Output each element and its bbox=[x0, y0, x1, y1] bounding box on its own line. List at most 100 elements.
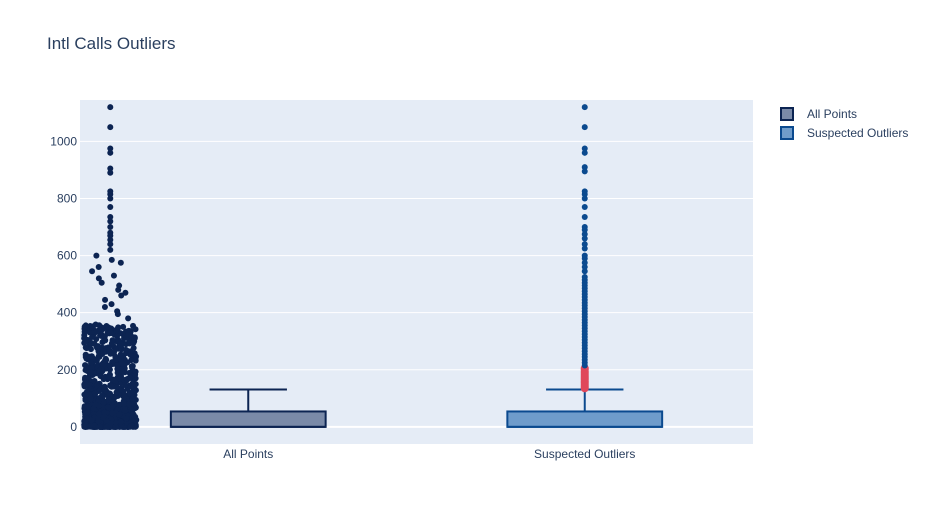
data-point bbox=[104, 404, 111, 411]
data-point bbox=[118, 292, 125, 299]
data-point bbox=[82, 344, 89, 351]
data-point bbox=[88, 417, 95, 424]
data-point bbox=[130, 322, 137, 329]
legend-label[interactable]: All Points bbox=[807, 107, 857, 121]
data-point bbox=[83, 354, 90, 361]
y-tick-label: 400 bbox=[57, 306, 77, 320]
data-point bbox=[93, 252, 100, 259]
outlier-point bbox=[581, 264, 588, 271]
data-point bbox=[102, 296, 109, 303]
legend-label[interactable]: Suspected Outliers bbox=[807, 126, 908, 140]
data-point bbox=[103, 417, 110, 424]
data-point bbox=[96, 423, 103, 430]
data-point bbox=[119, 360, 126, 367]
plot-area bbox=[80, 100, 753, 444]
data-point bbox=[107, 188, 114, 195]
outlier-point bbox=[581, 252, 588, 259]
data-point bbox=[118, 346, 125, 353]
outlier-point bbox=[581, 204, 588, 211]
data-point bbox=[107, 229, 114, 236]
data-point bbox=[125, 315, 132, 322]
data-point bbox=[116, 411, 123, 418]
data-point bbox=[87, 368, 94, 375]
data-point bbox=[89, 333, 96, 340]
data-point bbox=[101, 303, 108, 310]
outlier-point bbox=[581, 224, 588, 231]
data-point bbox=[125, 330, 132, 337]
data-point bbox=[101, 409, 108, 416]
box[interactable] bbox=[506, 410, 664, 428]
data-point bbox=[83, 336, 90, 343]
data-point bbox=[129, 395, 136, 402]
data-point bbox=[101, 374, 108, 381]
legend-swatch[interactable] bbox=[780, 126, 794, 140]
data-point bbox=[110, 393, 117, 400]
outlier-point bbox=[581, 168, 588, 175]
outlier-point bbox=[581, 149, 588, 156]
data-point bbox=[116, 375, 123, 382]
data-point bbox=[97, 332, 104, 339]
data-point bbox=[87, 346, 94, 353]
x-tick-label: All Points bbox=[223, 447, 273, 461]
data-point bbox=[129, 389, 136, 396]
data-point bbox=[107, 246, 114, 253]
outlier-point bbox=[581, 235, 588, 242]
data-point bbox=[81, 323, 88, 330]
data-point bbox=[82, 421, 89, 428]
data-point bbox=[88, 360, 95, 367]
outlier-point bbox=[581, 273, 588, 280]
data-point bbox=[118, 368, 125, 375]
data-point bbox=[82, 397, 89, 404]
data-point bbox=[111, 348, 118, 355]
data-point bbox=[107, 204, 114, 211]
data-point bbox=[122, 346, 129, 353]
data-point bbox=[98, 327, 105, 334]
data-point bbox=[107, 214, 114, 221]
data-point bbox=[107, 236, 114, 243]
data-point bbox=[83, 381, 90, 388]
outlier-point bbox=[581, 259, 588, 266]
legend-swatch[interactable] bbox=[780, 107, 794, 121]
data-point bbox=[121, 407, 128, 414]
data-point bbox=[107, 124, 114, 131]
data-point bbox=[107, 149, 114, 156]
outlier-point bbox=[581, 214, 588, 221]
data-point bbox=[127, 348, 134, 355]
data-point bbox=[108, 383, 115, 390]
y-tick-label: 200 bbox=[57, 363, 77, 377]
data-point bbox=[101, 357, 108, 364]
data-point bbox=[107, 218, 114, 225]
data-point bbox=[89, 324, 96, 331]
data-point bbox=[117, 259, 124, 266]
outlier-point bbox=[581, 145, 588, 152]
chart-title: Intl Calls Outliers bbox=[47, 34, 176, 53]
data-point bbox=[116, 401, 123, 408]
data-point bbox=[107, 169, 114, 176]
outlier-point bbox=[581, 268, 588, 275]
data-point bbox=[124, 376, 131, 383]
outlier-point bbox=[581, 195, 588, 202]
data-point bbox=[95, 418, 102, 425]
data-point bbox=[116, 282, 123, 289]
box[interactable] bbox=[169, 410, 327, 428]
data-point bbox=[131, 401, 138, 408]
data-point bbox=[132, 368, 139, 375]
outlier-point bbox=[581, 241, 588, 248]
data-point bbox=[82, 367, 89, 374]
outlier-point bbox=[581, 124, 588, 131]
data-point bbox=[92, 390, 99, 397]
data-point bbox=[85, 403, 92, 410]
data-point bbox=[107, 241, 114, 248]
data-point bbox=[96, 367, 103, 374]
data-point bbox=[81, 328, 88, 335]
data-point bbox=[123, 415, 130, 422]
data-point bbox=[130, 411, 137, 418]
data-point bbox=[132, 381, 139, 388]
outlier-point bbox=[581, 245, 588, 252]
data-point bbox=[127, 423, 134, 430]
data-point bbox=[108, 325, 115, 332]
data-point bbox=[111, 377, 118, 384]
data-point bbox=[117, 418, 124, 425]
